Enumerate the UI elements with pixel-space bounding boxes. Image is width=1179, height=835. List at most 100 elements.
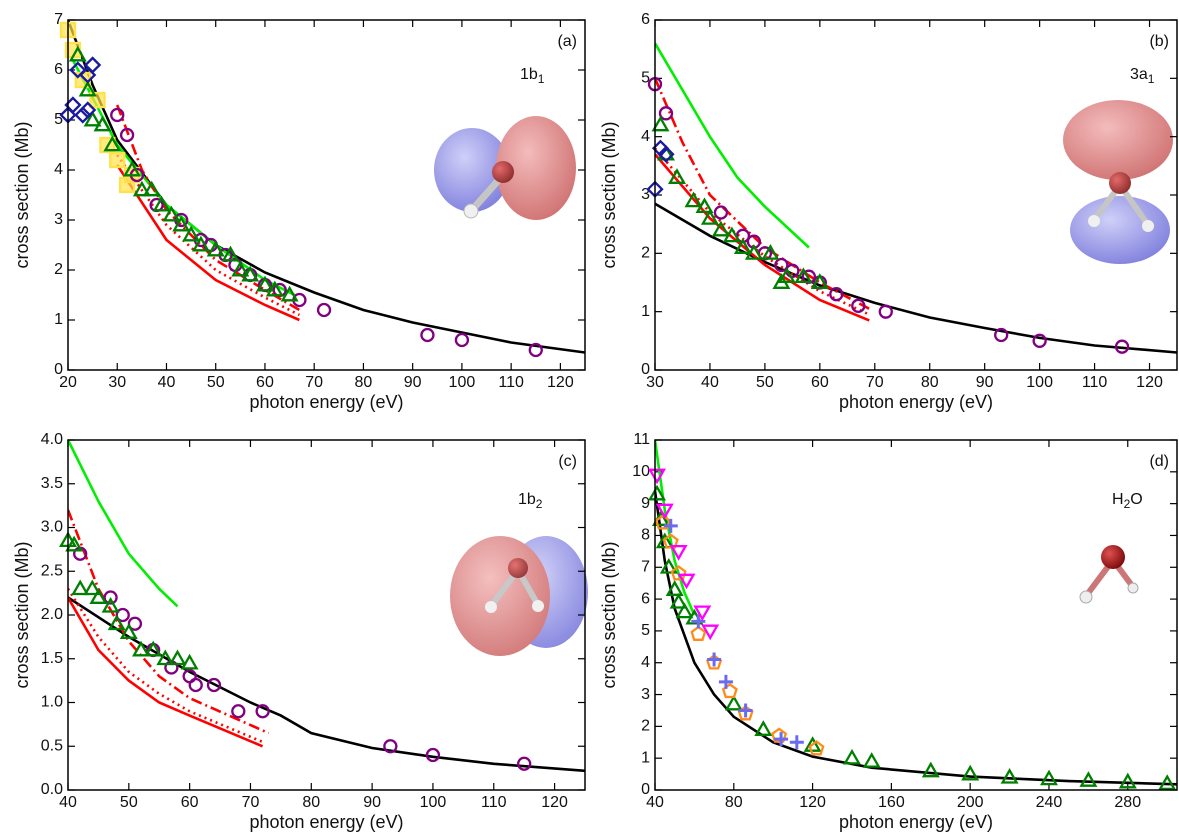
data-point [648, 484, 666, 501]
data-point [83, 56, 102, 74]
y-tick-label: 1 [54, 311, 63, 328]
y-tick-label: 10 [632, 463, 650, 480]
data-point [83, 579, 102, 596]
data-point [777, 267, 796, 284]
data-point [761, 243, 780, 260]
series-line [115, 104, 301, 312]
plot-frame [67, 19, 586, 371]
data-point [711, 220, 730, 237]
annotation-subscript: 2 [1124, 497, 1131, 511]
y-tick-label: 11 [633, 431, 650, 448]
data-point [677, 573, 696, 590]
series-line [655, 490, 1177, 786]
x-tick-label: 80 [302, 794, 320, 811]
y-tick-label: 7 [54, 11, 63, 28]
data-point [144, 640, 163, 657]
x-tick-label: 120 [541, 794, 568, 811]
y-tick-label: 6 [54, 61, 63, 78]
x-tick-label: 50 [207, 374, 225, 391]
x-tick-label: 80 [921, 374, 939, 391]
x-axis-title: photon energy (eV) [249, 392, 403, 412]
annotation-text: 1b [520, 66, 538, 83]
series-line [68, 509, 270, 735]
x-tick-label: 40 [59, 794, 77, 811]
panel-label: (a) [557, 33, 577, 50]
x-tick-label: 30 [108, 374, 126, 391]
data-point [794, 267, 813, 284]
y-axis-title: cross section (Mb) [12, 121, 32, 268]
data-point [517, 756, 532, 771]
series-line [116, 164, 300, 322]
plot-frame [67, 439, 586, 791]
data-point [675, 602, 694, 619]
series-line [71, 59, 296, 297]
data-point [280, 285, 299, 302]
data-point [255, 704, 270, 719]
x-tick-label: 100 [449, 374, 476, 391]
data-point [754, 720, 773, 736]
data-point [722, 226, 741, 243]
series-line [68, 439, 179, 608]
panel: 30 40 50 60 70 80 90 100 110 120 0 1 2 3 4 5 6 photon ene… [599, 11, 1178, 412]
data-point [74, 106, 92, 124]
annotation-subscript: 1 [1148, 72, 1155, 86]
data-point [843, 748, 861, 765]
data-point [921, 761, 940, 778]
x-tick-label: 40 [701, 374, 719, 391]
y-tick-label: 2.0 [41, 606, 63, 623]
data-point [103, 135, 122, 152]
y-tick-label: 5 [641, 622, 650, 639]
data-point [774, 732, 789, 747]
data-point [528, 342, 543, 358]
y-axis-title: cross section (Mb) [599, 121, 619, 268]
annotation: H2O [1112, 491, 1143, 511]
x-tick-label: 110 [498, 374, 524, 391]
data-point [691, 614, 706, 629]
panel-label: (c) [558, 453, 577, 470]
data-point [132, 640, 150, 657]
y-tick-label: 3.0 [41, 519, 63, 536]
data-point [663, 518, 678, 533]
x-tick-label: 100 [420, 794, 447, 811]
data-point [71, 579, 90, 596]
data-point [168, 649, 187, 666]
data-point [119, 623, 138, 639]
x-tick-label: 80 [355, 374, 373, 391]
series-line [68, 19, 585, 354]
panel-label: (d) [1149, 453, 1169, 470]
data-point [718, 674, 733, 689]
x-tick-label: 30 [646, 374, 664, 391]
y-tick-label: 7 [641, 558, 650, 575]
y-tick-label: 2 [641, 718, 650, 735]
data-point [191, 235, 210, 252]
x-tick-label: 280 [1114, 794, 1141, 811]
y-tick-label: 1.0 [41, 694, 63, 711]
data-point [658, 106, 674, 121]
y-tick-label: 3 [641, 686, 650, 703]
data-point [265, 280, 284, 297]
x-tick-label: 60 [181, 794, 199, 811]
data-point [668, 168, 686, 184]
annotation-subscript: 1 [538, 72, 545, 86]
annotation-text: 1b [518, 491, 536, 508]
data-point [695, 197, 714, 214]
data-point [700, 208, 719, 225]
y-tick-label: 3 [641, 186, 650, 203]
data-point [68, 45, 87, 62]
data-point [69, 61, 87, 79]
x-tick-label: 120 [799, 794, 826, 811]
data-point [648, 468, 666, 485]
y-tick-label: 3 [54, 211, 63, 228]
annotation: 3a1 [1130, 66, 1155, 86]
y-tick-label: 0 [641, 361, 650, 378]
data-point [655, 532, 674, 549]
data-point [810, 273, 829, 289]
data-point [206, 677, 222, 693]
x-tick-label: 160 [878, 794, 905, 811]
data-point [808, 740, 825, 756]
data-point [655, 503, 674, 520]
y-tick-label: 9 [641, 495, 650, 512]
y-tick-label: 1 [641, 749, 650, 766]
data-point [724, 694, 743, 711]
data-point [1118, 772, 1137, 789]
